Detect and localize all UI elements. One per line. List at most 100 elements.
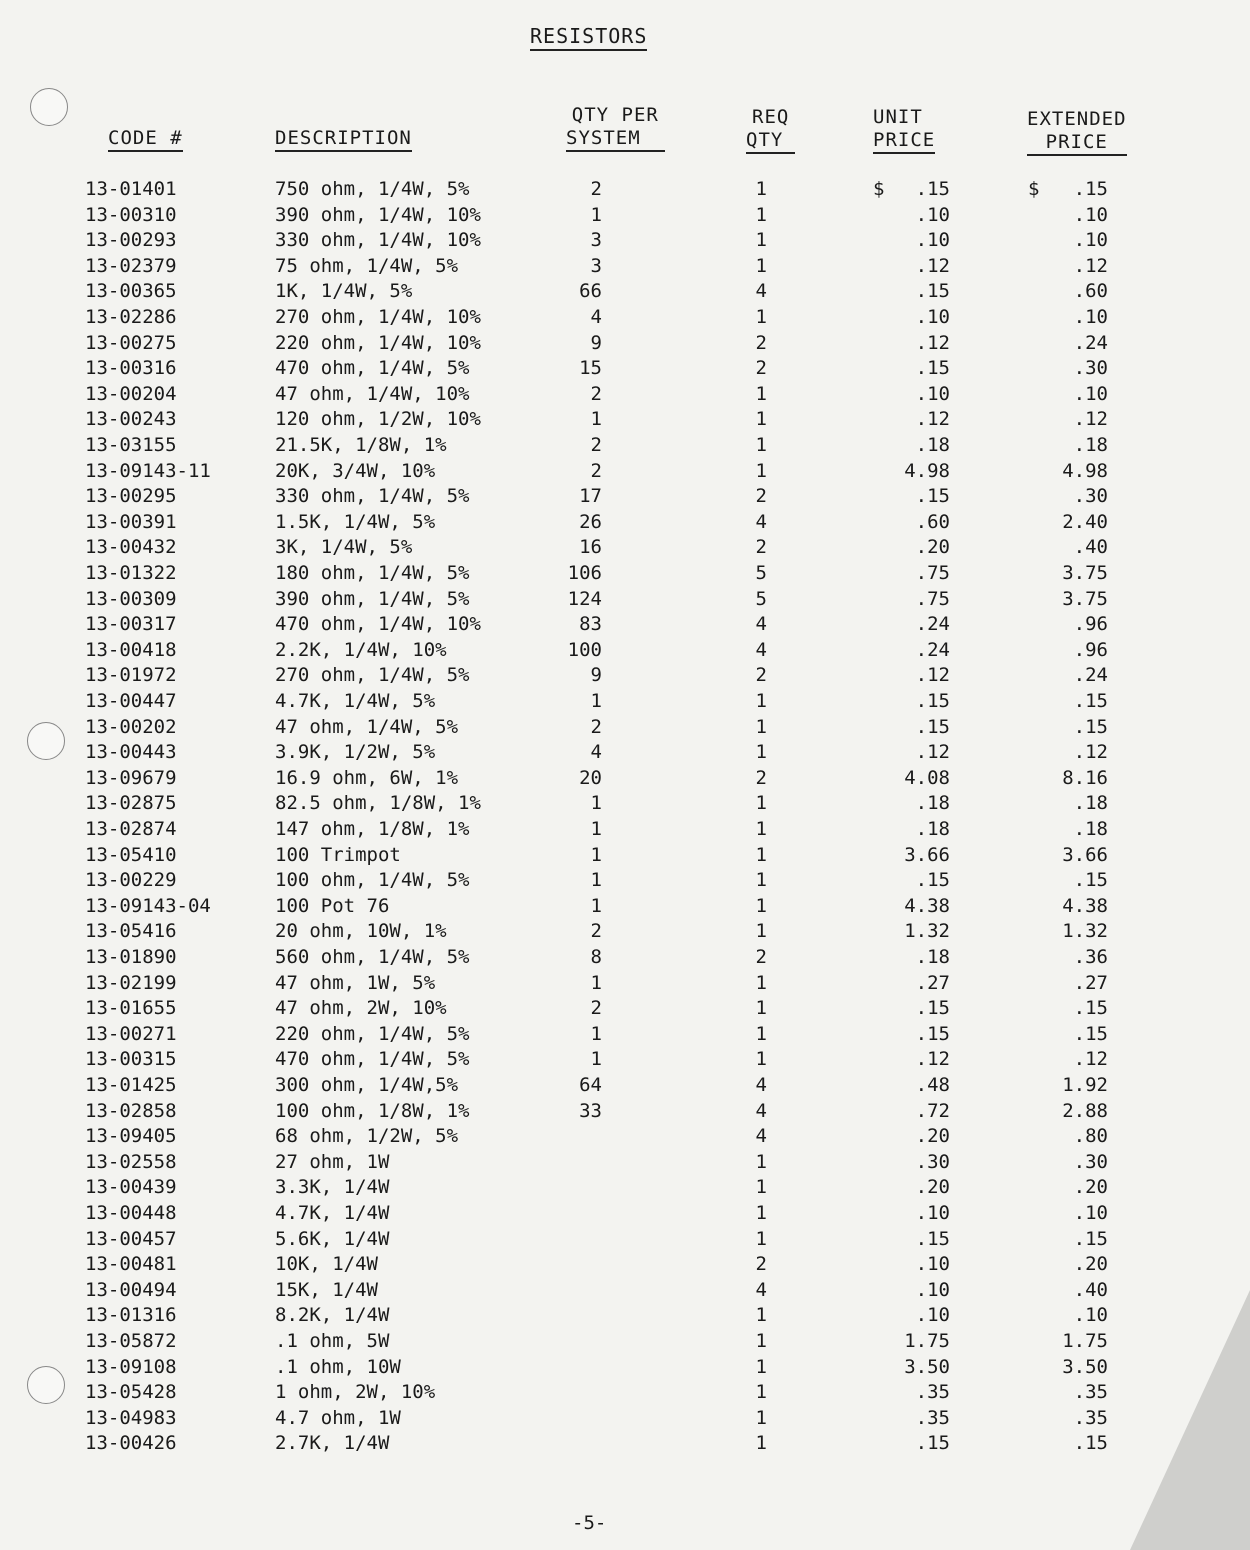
unit-price-cell: 4.08 [904,766,950,789]
req-qty-cell: 1 [755,203,767,226]
code-cell: 13-00443 [85,741,177,764]
description-cell: 3K, 1/4W, 5% [275,536,413,559]
table-row: 13-02286 270 ohm, 1/4W, 10% 4 1 .10 .10 [0,306,1250,332]
qty-per-system-cell: 9 [590,664,602,687]
table-row: 13-00426 2.7K, 1/4W 1 .15 .15 [0,1432,1250,1458]
table-row: 13-00293 330 ohm, 1/4W, 10% 3 1 .10 .10 [0,229,1250,255]
table-row: 13-05428 1 ohm, 2W, 10% 1 .35 .35 [0,1381,1250,1407]
code-cell: 13-01655 [85,997,177,1020]
code-cell: 13-00391 [85,510,177,533]
extended-price-cell: .15 [1073,1227,1108,1250]
extended-price-cell: .15 [1073,690,1108,712]
description-cell: 1 ohm, 2W, 10% [275,1381,436,1404]
table-row: 13-05416 20 ohm, 10W, 1% 2 1 1.32 1.32 [0,920,1250,946]
unit-price-cell: .12 [915,741,950,764]
req-qty-cell: 1 [755,715,767,738]
table-row: 13-09108 .1 ohm, 10W 1 3.50 3.50 [0,1356,1250,1382]
req-qty-cell: 1 [755,971,767,994]
description-cell: 470 ohm, 1/4W, 5% [275,1048,470,1071]
header-description: DESCRIPTION [275,127,412,152]
req-qty-cell: 4 [755,638,767,661]
req-qty-cell: 1 [755,1304,767,1327]
code-cell: 13-02858 [85,1099,177,1122]
description-cell: 330 ohm, 1/4W, 10% [275,229,481,252]
table-row: 13-02558 27 ohm, 1W 1 .30 .30 [0,1151,1250,1177]
code-cell: 13-00457 [85,1227,177,1250]
extended-price-cell: 3.66 [1062,843,1108,866]
unit-price-cell: .18 [915,946,950,968]
unit-price-cell: .15 [915,997,950,1020]
table-row: 13-04983 4.7 ohm, 1W 1 .35 .35 [0,1407,1250,1433]
code-cell: 13-02558 [85,1150,177,1173]
code-cell: 13-00204 [85,382,177,405]
code-cell: 13-00271 [85,1022,177,1045]
extended-price-cell: 2.88 [1062,1099,1108,1122]
qty-per-system-cell: 17 [579,485,602,508]
description-cell: 16.9 ohm, 6W, 1% [275,766,459,789]
qty-per-system-cell: 1 [590,203,602,226]
header-qty-per-system: QTY PER SYSTEM [566,104,665,152]
extended-price-cell: 1.92 [1062,1074,1108,1096]
unit-price-cell: 3.50 [904,1355,950,1378]
unit-price-cell: .15 [915,715,950,738]
qty-per-system-cell: 1 [590,690,602,712]
qty-per-system-cell: 1 [590,971,602,994]
description-cell: 270 ohm, 1/4W, 5% [275,664,470,687]
description-cell: 47 ohm, 1/4W, 5% [275,715,459,738]
description-cell: 4.7 ohm, 1W [275,1406,401,1429]
req-qty-cell: 4 [755,1074,767,1096]
description-cell: 47 ohm, 1/4W, 10% [275,382,470,405]
req-qty-cell: 1 [755,894,767,917]
qty-per-system-cell: 4 [590,306,602,328]
table-row: 13-00447 4.7K, 1/4W, 5% 1 1 .15 .15 [0,690,1250,716]
table-row: 13-01890 560 ohm, 1/4W, 5% 8 2 .18 .36 [0,946,1250,972]
qty-per-system-cell: 3 [590,254,602,277]
table-row: 13-00448 4.7K, 1/4W 1 .10 .10 [0,1202,1250,1228]
description-cell: 2.7K, 1/4W [275,1432,390,1455]
code-cell: 13-00418 [85,638,177,661]
unit-price-cell: .24 [915,613,950,636]
unit-price-cell: .24 [915,638,950,661]
table-row: 13-02379 75 ohm, 1/4W, 5% 3 1 .12 .12 [0,255,1250,281]
table-row: 13-00295 330 ohm, 1/4W, 5% 17 2 .15 .30 [0,485,1250,511]
extended-price-cell: .18 [1073,792,1108,815]
extended-price-cell: .40 [1073,536,1108,559]
qty-per-system-cell: 33 [579,1099,602,1122]
unit-price-cell: 4.38 [904,894,950,917]
req-qty-cell: 1 [755,869,767,892]
req-qty-cell: 1 [755,1406,767,1429]
code-cell: 13-00295 [85,485,177,508]
qty-per-system-cell: 1 [590,792,602,815]
header-unit-price: UNIT PRICE [873,106,936,154]
code-cell: 13-02199 [85,971,177,994]
table-row: 13-00494 15K, 1/4W 4 .10 .40 [0,1279,1250,1305]
code-cell: 13-05410 [85,843,177,866]
req-qty-cell: 1 [755,1355,767,1378]
table-row: 13-00315 470 ohm, 1/4W, 5% 1 1 .12 .12 [0,1048,1250,1074]
unit-price-cell: .20 [915,1125,950,1148]
code-cell: 13-00481 [85,1253,177,1276]
code-cell: 13-01401 [85,178,177,200]
extended-price-cell: .15 [1073,869,1108,892]
table-row: 13-00243 120 ohm, 1/2W, 10% 1 1 .12 .12 [0,408,1250,434]
description-cell: 100 ohm, 1/8W, 1% [275,1099,470,1122]
unit-price-cell: .15 [915,280,950,303]
extended-price-cell: .40 [1073,1278,1108,1301]
qty-per-system-cell: 8 [590,946,602,968]
unit-price-cell: .10 [915,203,950,226]
code-cell: 13-02379 [85,254,177,277]
unit-price-cell: .20 [915,1176,950,1199]
description-cell: 47 ohm, 1W, 5% [275,971,436,994]
page-title: RESISTORS [530,24,648,51]
table-row: 13-00204 47 ohm, 1/4W, 10% 2 1 .10 .10 [0,383,1250,409]
req-qty-cell: 4 [755,280,767,303]
unit-price-cell: 1.32 [904,920,950,943]
unit-price-cell: .10 [915,306,950,328]
qty-per-system-cell: 100 [567,638,602,661]
extended-price-cell: .12 [1073,408,1108,431]
req-qty-cell: 1 [755,843,767,866]
unit-price-cell: .12 [915,408,950,431]
unit-price-cell: 3.66 [904,843,950,866]
table-row: 13-02874 147 ohm, 1/8W, 1% 1 1 .18 .18 [0,818,1250,844]
description-cell: 2.2K, 1/4W, 10% [275,638,447,661]
